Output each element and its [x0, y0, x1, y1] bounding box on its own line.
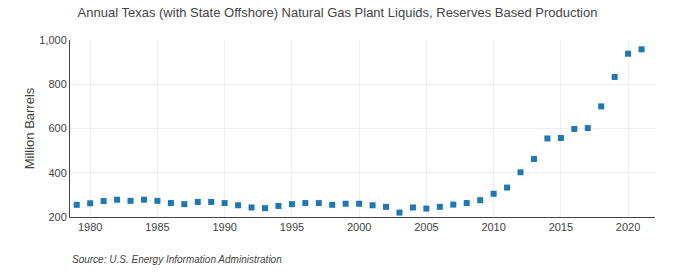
svg-text:2000: 2000	[347, 221, 371, 233]
svg-text:2015: 2015	[549, 221, 573, 233]
svg-text:Million Barrels: Million Barrels	[22, 87, 37, 169]
svg-text:1,000: 1,000	[39, 34, 67, 46]
svg-text:1990: 1990	[212, 221, 236, 233]
svg-text:400: 400	[48, 167, 66, 179]
svg-text:Source: U.S. Energy Informatio: Source: U.S. Energy Information Administ…	[72, 254, 282, 265]
svg-text:800: 800	[48, 78, 66, 90]
svg-text:2020: 2020	[616, 221, 640, 233]
svg-text:1980: 1980	[78, 221, 102, 233]
svg-text:Annual Texas (with State Offsh: Annual Texas (with State Offshore) Natur…	[78, 5, 598, 20]
svg-text:200: 200	[48, 211, 66, 223]
svg-text:2010: 2010	[481, 221, 505, 233]
svg-text:1995: 1995	[280, 221, 304, 233]
svg-text:1985: 1985	[145, 221, 169, 233]
svg-text:2005: 2005	[414, 221, 438, 233]
svg-text:600: 600	[48, 122, 66, 134]
